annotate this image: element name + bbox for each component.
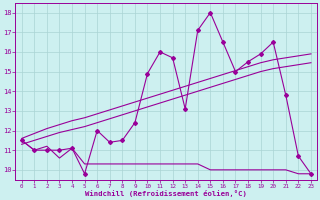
- X-axis label: Windchill (Refroidissement éolien,°C): Windchill (Refroidissement éolien,°C): [85, 190, 247, 197]
